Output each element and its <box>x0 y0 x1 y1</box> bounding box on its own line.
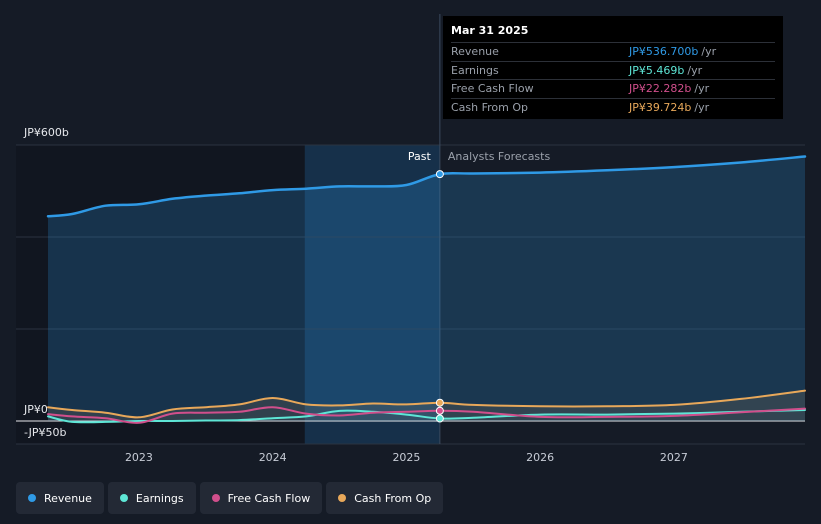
past-label: Past <box>408 150 432 163</box>
tooltip-unit: /yr <box>687 63 703 77</box>
tooltip-value: JP¥536.700b <box>629 45 699 58</box>
legend-dot-icon <box>28 494 36 502</box>
legend-dot-icon <box>338 494 347 502</box>
series-line-free-cash-flow <box>47 406 806 424</box>
legend: Revenue Earnings Free Cash Flow Cash Fro… <box>16 482 444 516</box>
series-line-earnings <box>47 409 806 424</box>
legend-label: Free Cash Flow <box>227 491 311 505</box>
tooltip-unit: /yr <box>694 100 710 114</box>
series-line-cash-from-op <box>47 389 806 419</box>
y-tick-label: -JP¥50b <box>24 426 66 439</box>
chart-area: JP¥600b JP¥0 -JP¥50b 2023 2024 2025 2026 2027 Pa… <box>16 14 807 464</box>
x-tick-label: 2027 <box>660 451 688 464</box>
x-tick-label: 2024 <box>259 451 287 464</box>
tooltip-label: Free Cash Flow <box>451 82 534 95</box>
tooltip-date: Mar 31 2025 <box>451 24 529 37</box>
legend-label: Cash From Op <box>354 491 432 505</box>
x-tick-label: 2025 <box>392 451 420 464</box>
tooltip: Mar 31 2025 Revenue JP¥536.700b /yr Earn… <box>443 16 783 119</box>
tooltip-row-free-cash-flow: Free Cash Flow JP¥22.282b /yr <box>451 79 775 98</box>
tooltip-label: Cash From Op <box>451 100 529 114</box>
marker-cash-from-op <box>435 398 444 407</box>
legend-dot-icon <box>119 494 128 502</box>
tooltip-value: JP¥22.282b <box>629 82 692 95</box>
tooltip-label: Revenue <box>451 45 499 58</box>
legend-item-free-cash-flow[interactable]: Free Cash Flow <box>199 482 323 514</box>
tooltip-row-revenue: Revenue JP¥536.700b /yr <box>451 42 775 61</box>
legend-item-earnings[interactable]: Earnings <box>107 482 196 514</box>
tooltip-label: Earnings <box>451 63 499 77</box>
legend-item-cash-from-op[interactable]: Cash From Op <box>326 482 444 514</box>
legend-label: Earnings <box>135 491 184 505</box>
marker-earnings <box>435 414 444 423</box>
y-tick-label: JP¥600b <box>23 126 69 139</box>
tooltip-value: JP¥39.724b <box>629 100 692 114</box>
marker-free-cash-flow <box>435 406 444 415</box>
legend-item-revenue[interactable]: Revenue <box>16 482 104 514</box>
tooltip-value: JP¥5.469b <box>629 63 685 77</box>
series-area-revenue <box>48 156 805 421</box>
series-area-cash-from-op <box>48 390 805 421</box>
series-line-revenue <box>46 155 807 218</box>
tooltip-row-earnings: Earnings JP¥5.469b /yr <box>451 60 775 80</box>
highlight-region <box>304 145 440 444</box>
forecast-label: Analysts Forecasts <box>448 150 551 163</box>
legend-dot-icon <box>211 494 220 502</box>
x-tick-label: 2026 <box>526 451 554 464</box>
y-tick-label: JP¥0 <box>23 403 48 416</box>
tooltip-unit: /yr <box>701 45 717 58</box>
past-region <box>16 145 305 444</box>
legend-label: Revenue <box>44 491 92 505</box>
tooltip-row-cash-from-op: Cash From Op JP¥39.724b /yr <box>451 97 775 117</box>
x-tick-label: 2023 <box>125 451 153 464</box>
tooltip-unit: /yr <box>694 82 710 95</box>
marker-revenue <box>435 170 444 179</box>
